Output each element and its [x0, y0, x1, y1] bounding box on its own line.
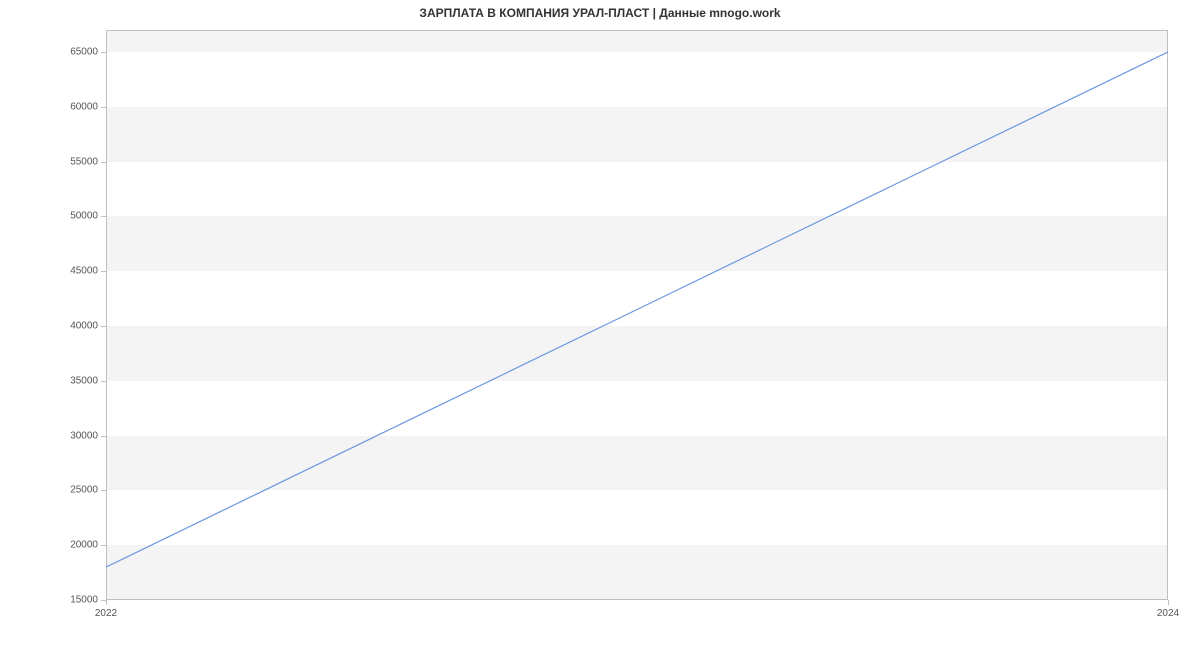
y-tick-mark	[101, 490, 106, 491]
y-tick-mark	[101, 436, 106, 437]
x-tick-mark	[1168, 600, 1169, 605]
plot-area: 1500020000250003000035000400004500050000…	[106, 30, 1168, 600]
y-tick-mark	[101, 216, 106, 217]
chart-container: ЗАРПЛАТА В КОМПАНИЯ УРАЛ-ПЛАСТ | Данные …	[0, 0, 1200, 650]
y-tick-mark	[101, 271, 106, 272]
y-tick-mark	[101, 545, 106, 546]
chart-title: ЗАРПЛАТА В КОМПАНИЯ УРАЛ-ПЛАСТ | Данные …	[0, 6, 1200, 20]
line-layer	[106, 30, 1168, 600]
y-tick-mark	[101, 326, 106, 327]
y-tick-mark	[101, 162, 106, 163]
y-tick-mark	[101, 52, 106, 53]
series-line	[106, 52, 1168, 567]
y-tick-mark	[101, 107, 106, 108]
x-tick-mark	[106, 600, 107, 605]
y-tick-mark	[101, 381, 106, 382]
